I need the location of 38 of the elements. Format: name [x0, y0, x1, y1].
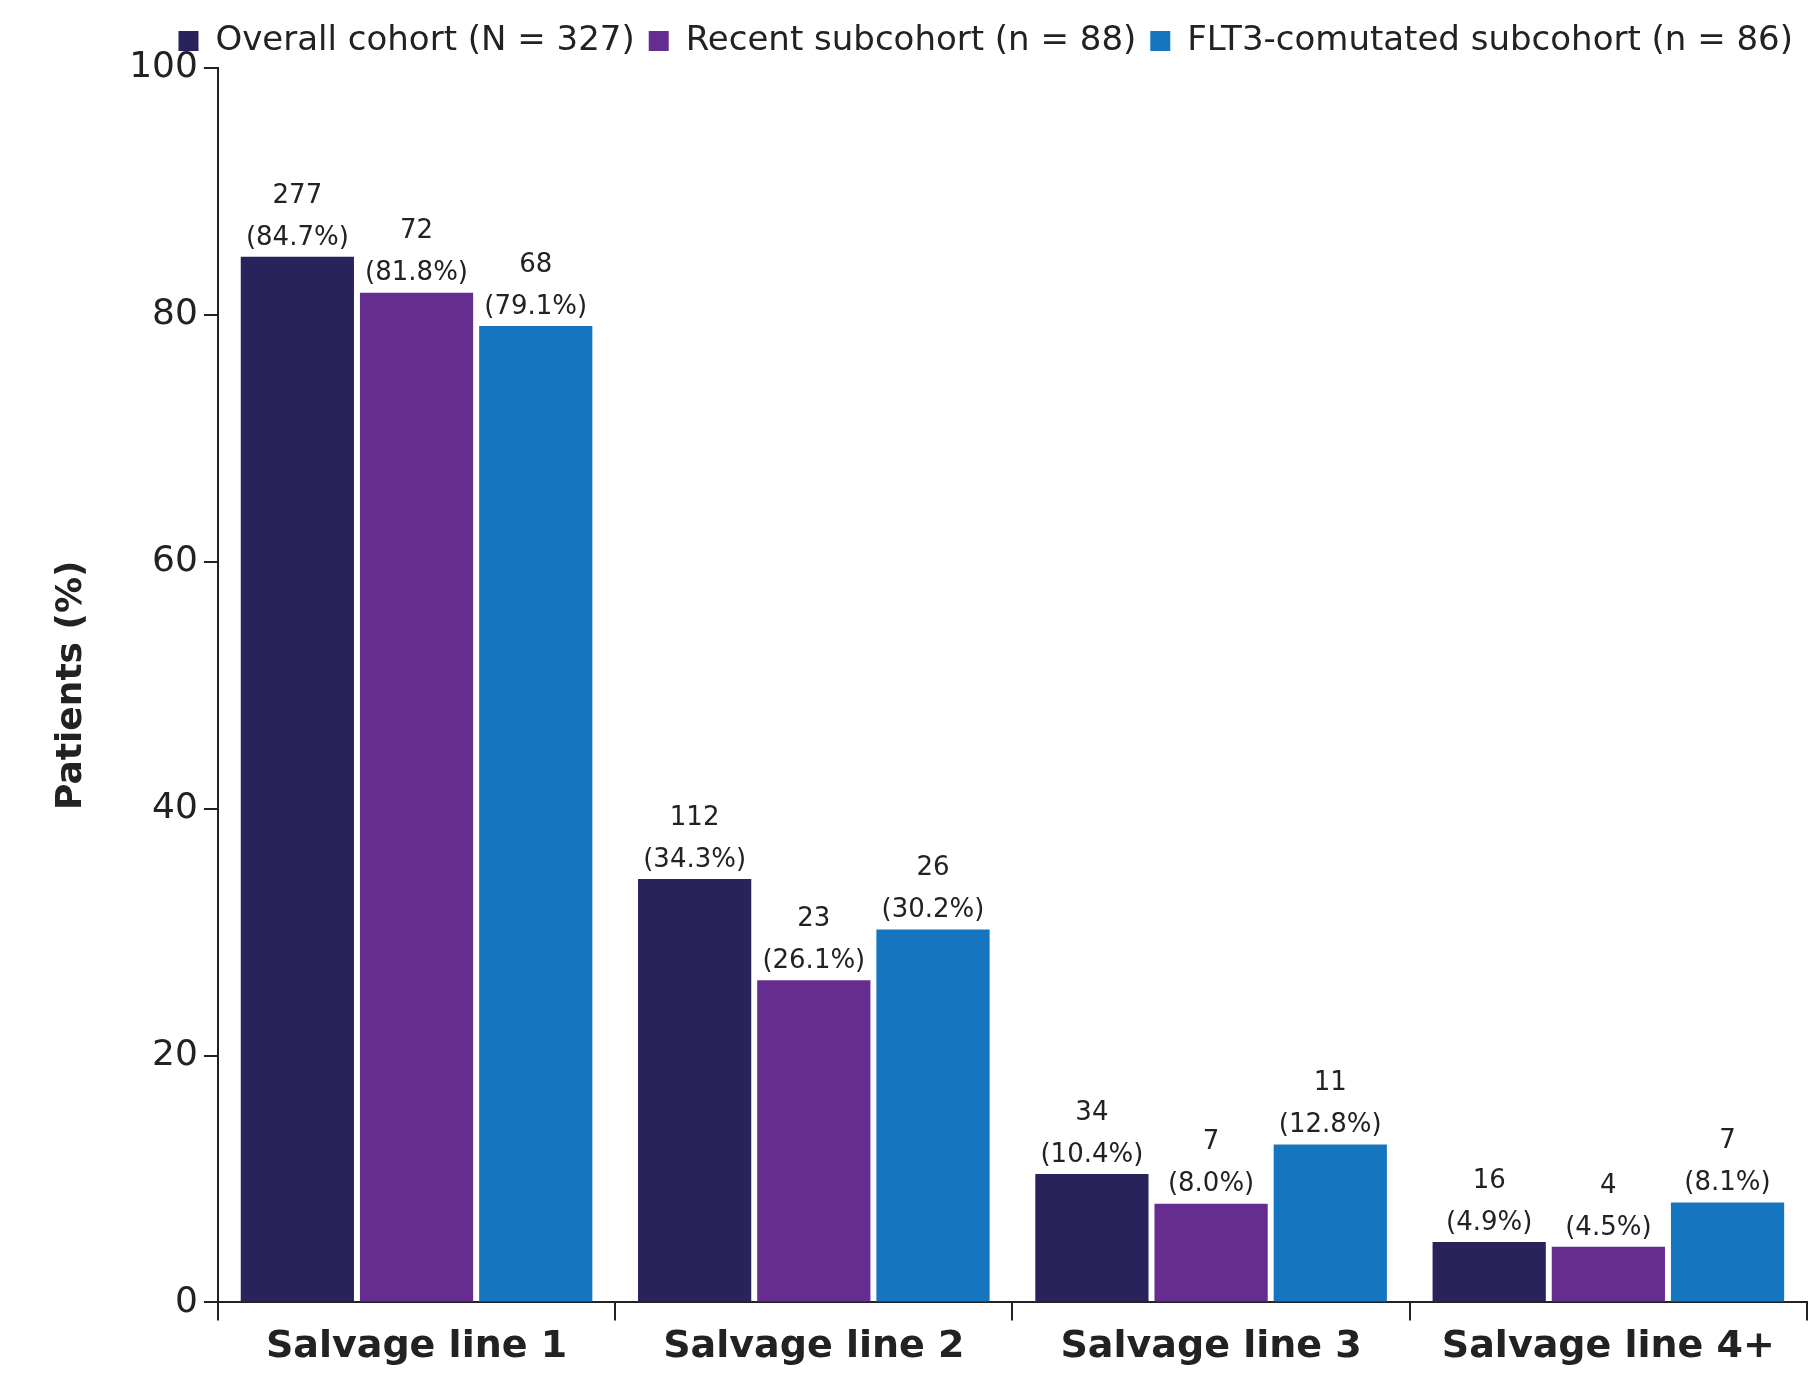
bar: [240, 256, 354, 1302]
bar: [479, 325, 593, 1302]
y-tick-label: 0: [175, 1278, 198, 1320]
bar: [1432, 1241, 1546, 1302]
data-label: 16 (4.9%): [1446, 1163, 1533, 1236]
bar: [1154, 1203, 1268, 1302]
bar: [757, 980, 871, 1302]
y-tick-label: 100: [129, 44, 198, 86]
y-axis-title: Patients (%): [47, 560, 89, 810]
x-tick-label: Salvage line 3: [1060, 1322, 1362, 1367]
data-label: 26 (30.2%): [881, 851, 985, 924]
bar: [876, 929, 990, 1302]
y-tick-label: 60: [152, 538, 198, 580]
data-label: 7 (8.1%): [1684, 1124, 1771, 1197]
x-tick-label: Salvage line 2: [663, 1322, 965, 1367]
data-label: 7 (8.0%): [1167, 1125, 1255, 1198]
data-label: 277 (84.7%): [245, 178, 349, 251]
bar: [1273, 1144, 1387, 1302]
x-tick-label: Salvage line 4+: [1441, 1322, 1775, 1367]
bar: [638, 879, 752, 1302]
y-tick-label: 20: [152, 1031, 198, 1073]
bar: [1551, 1246, 1665, 1302]
data-label: 23 (26.1%): [762, 901, 866, 974]
bar: [359, 292, 474, 1302]
legend-label: FLT3-comutated subcohort (n = 86): [1187, 17, 1794, 58]
bar: [1035, 1174, 1149, 1302]
data-label: 11 (12.8%): [1278, 1066, 1382, 1139]
data-label: 68 (79.1%): [484, 247, 588, 320]
data-label: 72 (81.8%): [365, 214, 468, 287]
x-tick-label: Salvage line 1: [265, 1322, 568, 1367]
data-label: 34 (10.4%): [1040, 1095, 1144, 1168]
y-tick-label: 40: [152, 785, 198, 826]
data-label: 4 (4.5%): [1565, 1168, 1652, 1241]
data-label: 112 (34.3%): [643, 800, 747, 873]
legend-label: Recent subcohort (n = 88): [685, 17, 1137, 58]
legend-label: Overall cohort (N = 327): [215, 17, 635, 58]
y-tick-label: 80: [152, 291, 198, 333]
bar: [1670, 1202, 1785, 1302]
